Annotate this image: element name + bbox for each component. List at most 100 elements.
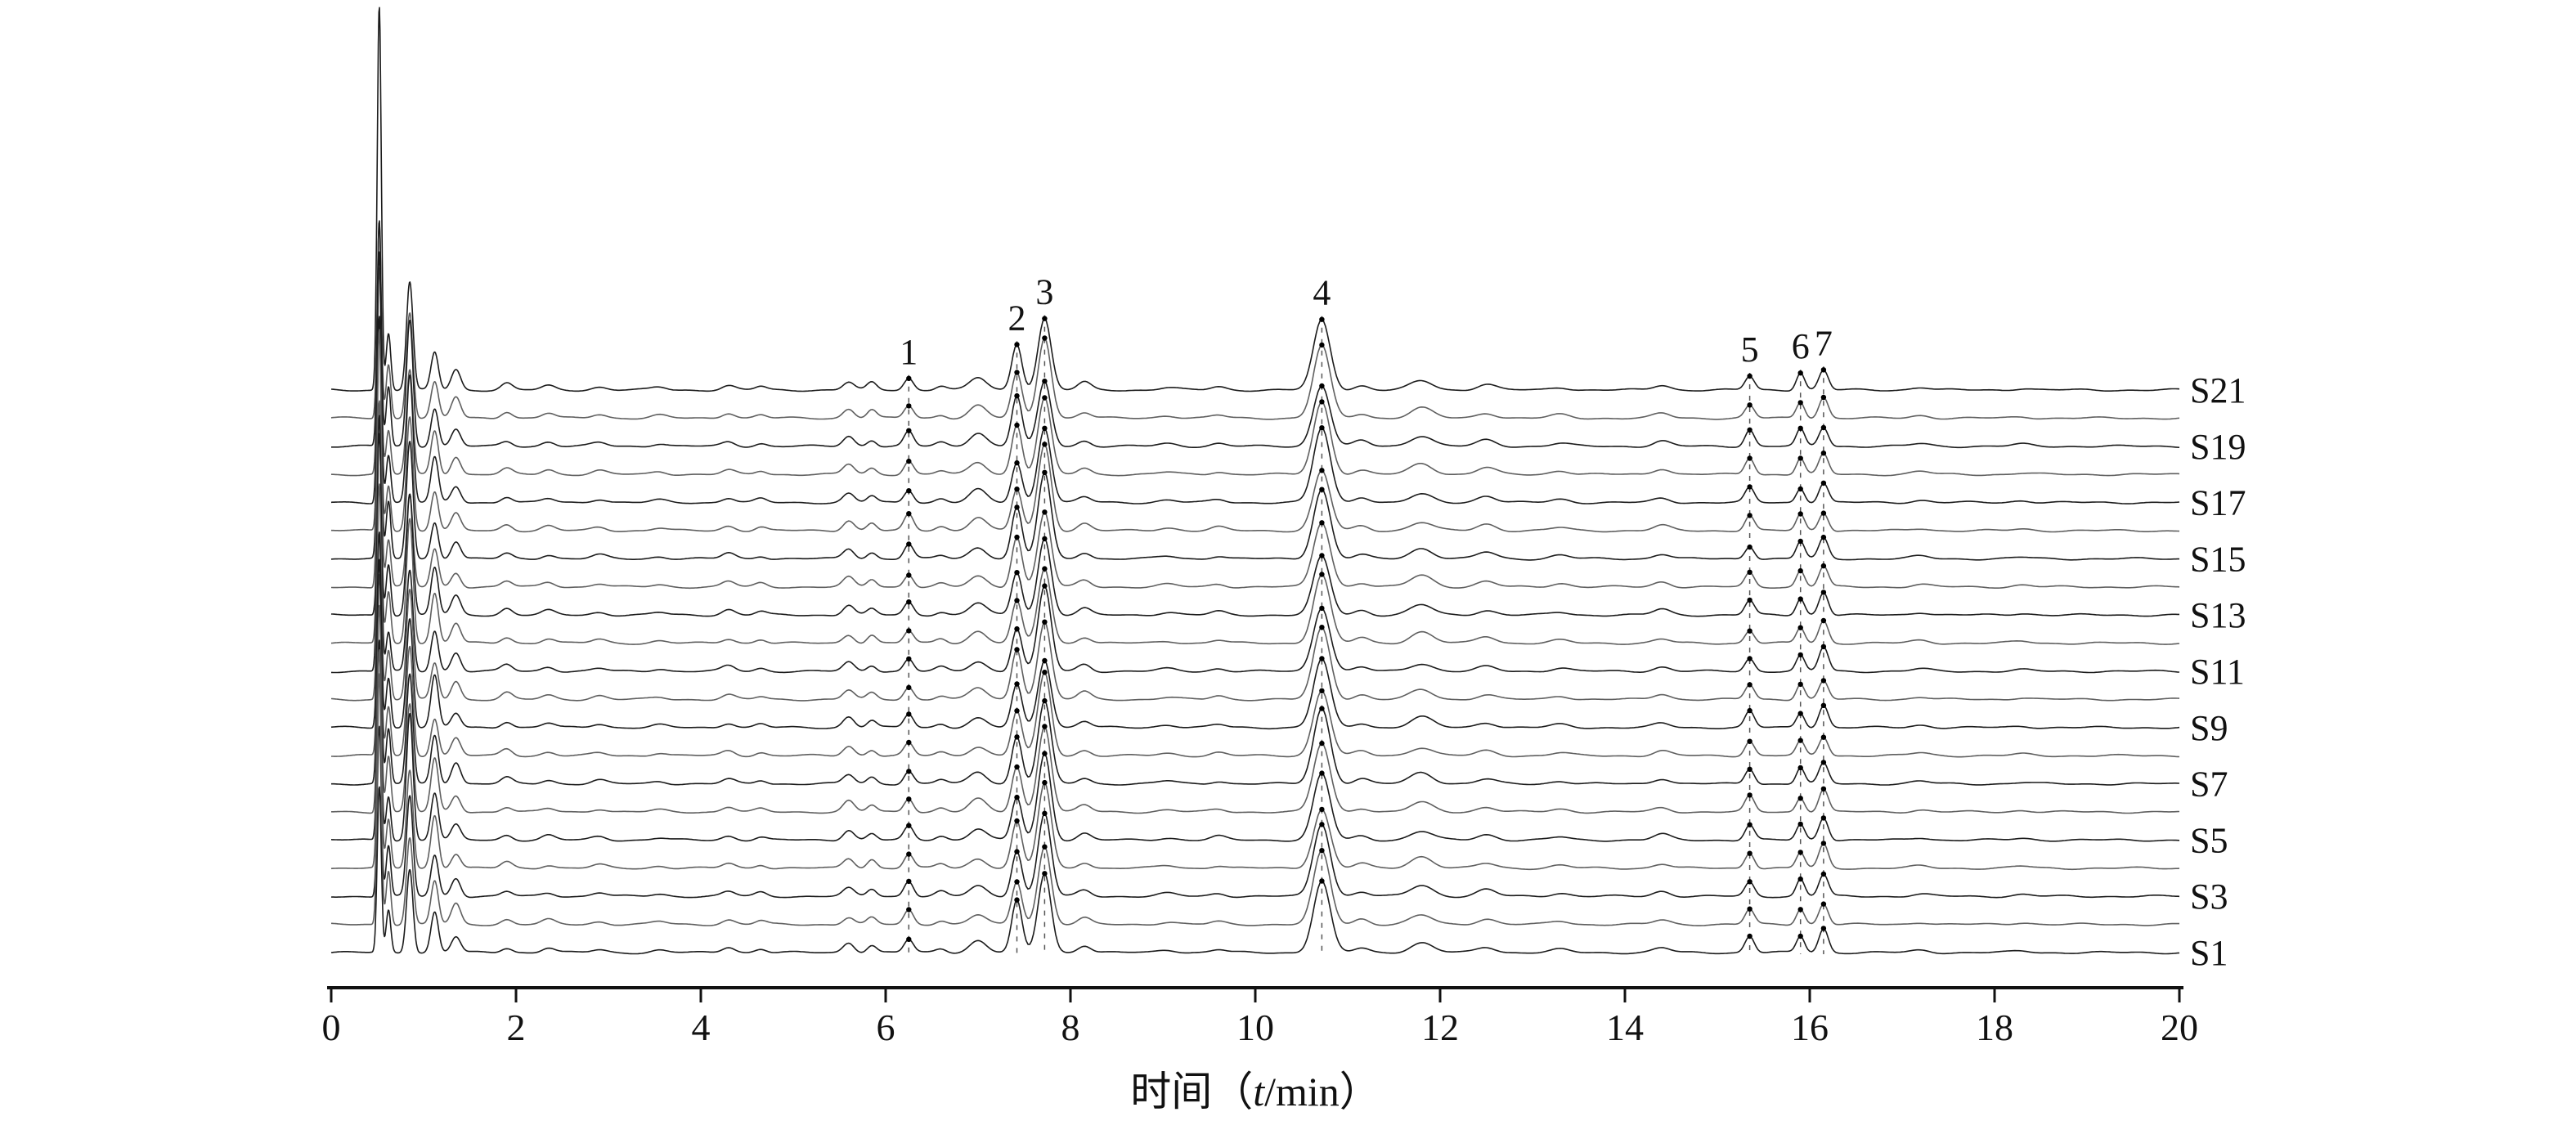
peak-marker bbox=[1014, 534, 1020, 540]
x-tick-label: 8 bbox=[1061, 1007, 1080, 1048]
peak-label-7: 7 bbox=[1815, 323, 1833, 363]
peak-marker bbox=[1319, 553, 1325, 558]
peak-marker bbox=[1797, 511, 1803, 517]
peak-marker bbox=[1014, 734, 1020, 740]
peak-marker bbox=[1319, 383, 1325, 389]
peak-marker bbox=[1042, 469, 1048, 475]
peak-marker bbox=[1042, 871, 1048, 877]
peak-marker bbox=[1319, 316, 1325, 322]
peak-marker bbox=[1014, 487, 1020, 492]
peak-marker bbox=[906, 796, 912, 802]
peak-marker bbox=[1042, 844, 1048, 850]
peak-label-3: 3 bbox=[1035, 272, 1053, 312]
trace-S1 bbox=[330, 786, 2180, 955]
peak-marker bbox=[1042, 724, 1048, 729]
trace-S4 bbox=[330, 649, 2180, 871]
peak-marker bbox=[1797, 625, 1803, 630]
peak-marker bbox=[906, 711, 912, 717]
peak-marker bbox=[1797, 876, 1803, 882]
peak-marker bbox=[1014, 342, 1020, 348]
peak-marker bbox=[1319, 425, 1325, 431]
trace-label-S11: S11 bbox=[2190, 652, 2245, 692]
peak-marker bbox=[1747, 402, 1752, 408]
trace-S20 bbox=[330, 222, 2180, 420]
peak-marker bbox=[1319, 468, 1325, 473]
peak-marker bbox=[1319, 706, 1325, 711]
peak-marker bbox=[1042, 810, 1048, 816]
peak-marker bbox=[906, 684, 912, 691]
peak-marker bbox=[1747, 822, 1752, 827]
peak-marker bbox=[1797, 933, 1803, 939]
peak-marker bbox=[1042, 583, 1048, 589]
peak-marker bbox=[1820, 760, 1827, 765]
peak-marker bbox=[1747, 933, 1752, 939]
peak-marker bbox=[1042, 395, 1048, 401]
peak-marker bbox=[906, 628, 912, 634]
peak-marker bbox=[1820, 871, 1827, 877]
peak-marker bbox=[1797, 738, 1803, 743]
peak-marker bbox=[1820, 841, 1827, 846]
peak-marker bbox=[1042, 442, 1048, 447]
peak-marker bbox=[1014, 818, 1020, 824]
peak-marker bbox=[1747, 513, 1752, 518]
trace-label-S7: S7 bbox=[2190, 765, 2228, 805]
peak-marker bbox=[1747, 569, 1752, 575]
peak-marker bbox=[1014, 897, 1020, 903]
trace-S6 bbox=[330, 604, 2180, 814]
peak-marker bbox=[1797, 596, 1803, 602]
peak-marker bbox=[1747, 766, 1752, 772]
peak-marker bbox=[1797, 567, 1803, 574]
x-axis-title: 时间（t/min） bbox=[1130, 1069, 1380, 1114]
trace-S7 bbox=[330, 558, 2180, 786]
peak-marker bbox=[1820, 534, 1827, 540]
peak-marker bbox=[1014, 764, 1020, 770]
peak-marker bbox=[1014, 708, 1020, 714]
peak-marker bbox=[906, 599, 912, 605]
peak-marker bbox=[1797, 711, 1803, 716]
trace-label-S15: S15 bbox=[2190, 539, 2246, 579]
peak-marker bbox=[906, 739, 912, 746]
peak-marker bbox=[1797, 681, 1803, 688]
peak-marker bbox=[1042, 697, 1048, 704]
trace-S18 bbox=[330, 267, 2180, 477]
peak-marker bbox=[1820, 367, 1827, 373]
peak-marker bbox=[906, 907, 912, 913]
peak-marker bbox=[1820, 510, 1827, 516]
peak-marker bbox=[906, 375, 912, 381]
peak-marker bbox=[1797, 796, 1803, 801]
peak-marker bbox=[1014, 626, 1020, 632]
peak-marker bbox=[1797, 765, 1803, 771]
trace-label-S5: S5 bbox=[2190, 820, 2228, 860]
peak-label-2: 2 bbox=[1008, 298, 1026, 338]
peak-marker bbox=[1747, 373, 1752, 379]
peak-marker bbox=[1319, 770, 1325, 776]
peak-marker bbox=[1014, 504, 1020, 510]
peak-marker bbox=[906, 656, 912, 661]
peak-marker bbox=[1797, 486, 1803, 492]
peak-marker bbox=[1797, 538, 1803, 545]
trace-label-S17: S17 bbox=[2190, 483, 2246, 523]
trace-S14 bbox=[330, 329, 2180, 590]
trace-S13 bbox=[330, 433, 2179, 617]
x-tick-label: 0 bbox=[322, 1007, 341, 1048]
peak-marker bbox=[1319, 806, 1325, 813]
peak-marker bbox=[1319, 572, 1325, 577]
peak-marker bbox=[906, 458, 912, 464]
peak-marker bbox=[1820, 702, 1827, 708]
peak-marker bbox=[1747, 792, 1752, 798]
peak-marker bbox=[1319, 822, 1325, 827]
peak-marker bbox=[1319, 688, 1325, 693]
peak-marker bbox=[906, 878, 912, 885]
peak-marker bbox=[906, 823, 912, 828]
trace-S16 bbox=[330, 324, 2180, 533]
trace-label-S19: S19 bbox=[2190, 427, 2246, 467]
peak-marker bbox=[1820, 394, 1827, 401]
peak-marker bbox=[1797, 907, 1803, 913]
peak-marker bbox=[1797, 455, 1803, 461]
peak-marker bbox=[906, 572, 912, 578]
peak-marker bbox=[1820, 786, 1827, 791]
peak-marker bbox=[1042, 779, 1048, 786]
x-tick-label: 14 bbox=[1606, 1007, 1644, 1048]
trace-label-S9: S9 bbox=[2190, 708, 2228, 748]
